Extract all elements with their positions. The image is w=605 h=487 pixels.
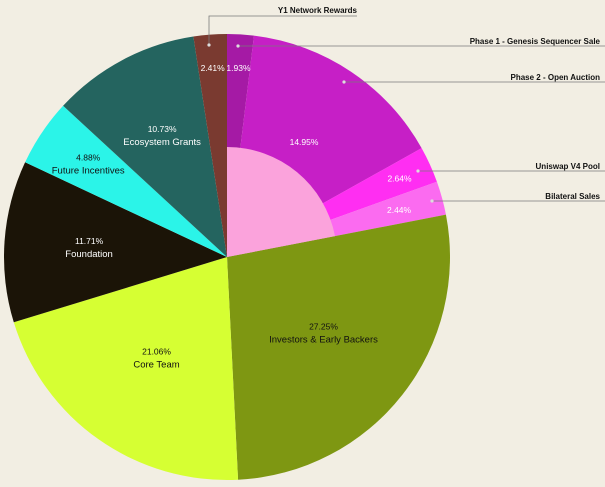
slice-percent-label: 21.06% (142, 346, 171, 356)
slice-name-label: Future Incentives (52, 166, 125, 177)
leader-dot (236, 44, 240, 48)
leader-dot (342, 80, 346, 84)
callout-label-y1-network-rewards: Y1 Network Rewards (278, 6, 358, 15)
pie-labels: 1.93% 14.95% 2.64% 2.44% 27.25% Investors & E… (52, 63, 412, 371)
callout-label-phase-1-genesis-sequencer-sale: Phase 1 - Genesis Sequencer Sale (470, 37, 601, 46)
pie-slice-core-team (13, 257, 239, 481)
pie-slice-ecosystem-grants (63, 36, 227, 257)
leader-dot (416, 169, 420, 173)
slice-name-label: Foundation (65, 249, 113, 260)
slice-name-label: Ecosystem Grants (123, 137, 201, 148)
pie-slice-investors-and-early-backers (227, 214, 450, 480)
leader-line (208, 15, 357, 45)
inner-highlight-wedge (227, 147, 335, 257)
leader-dot (207, 43, 211, 47)
slice-percent-label: 10.73% (148, 124, 177, 134)
slice-name-label: Investors & Early Backers (269, 335, 378, 346)
pie-slice-y1-network-rewards (193, 34, 227, 257)
slice-percent-label: 2.44% (387, 205, 412, 215)
slice-percent-label: 14.95% (290, 137, 319, 147)
slice-percent-label: 4.88% (76, 153, 101, 163)
slice-percent-label: 2.64% (387, 173, 412, 183)
pie-slice-foundation (4, 162, 228, 323)
callout-label-uniswap-v4-pool: Uniswap V4 Pool (536, 162, 600, 171)
slice-percent-label: 11.71% (75, 236, 104, 246)
slice-name-label: Core Team (133, 359, 179, 370)
slice-percent-label: 27.25% (309, 322, 338, 332)
pie-callouts: Phase 1 - Genesis Sequencer Sale Phase 2 … (207, 6, 605, 203)
pie-slice-future-incentives (25, 105, 227, 257)
slice-percent-label: 2.41% (201, 63, 226, 73)
callout-label-bilateral-sales: Bilateral Sales (545, 192, 600, 201)
callout-label-phase-2-open-auction: Phase 2 - Open Auction (511, 73, 601, 82)
pie-slices (4, 34, 450, 481)
leader-dot (430, 199, 434, 203)
slice-percent-label: 1.93% (226, 63, 251, 73)
